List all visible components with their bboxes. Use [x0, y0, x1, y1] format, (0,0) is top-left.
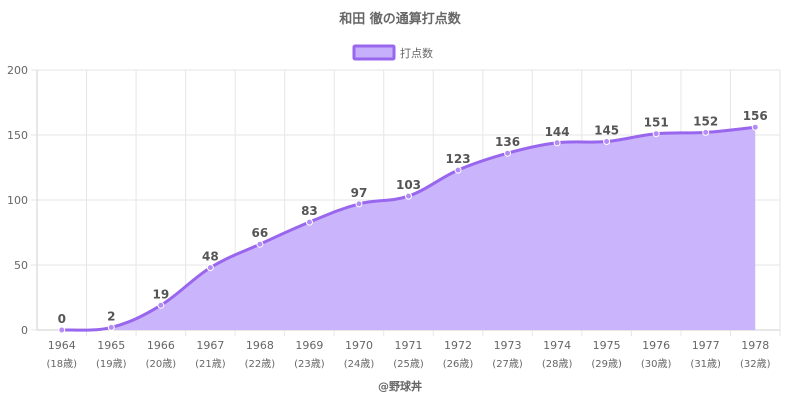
data-points — [58, 123, 759, 334]
data-point — [652, 130, 660, 138]
data-labels: 0 2 19 48 66 83 97 103 123 136 144 145 151 152 156 — [58, 109, 768, 326]
data-label: 152 — [693, 114, 718, 128]
data-point — [405, 192, 412, 200]
x-tick-sublabel: (26歳) — [443, 358, 474, 370]
data-point — [355, 200, 363, 208]
data-label: 0 — [58, 312, 66, 326]
data-label: 19 — [152, 287, 169, 301]
x-tick-label: 1968 — [246, 339, 274, 352]
x-tick-sublabel: (28歳) — [542, 358, 573, 370]
x-tick-sublabel: (30歳) — [641, 358, 672, 370]
x-tick-sublabel: (27歳) — [492, 358, 523, 370]
x-tick-label: 1973 — [494, 339, 522, 352]
data-point — [504, 149, 512, 157]
data-label: 145 — [594, 124, 619, 138]
data-label: 144 — [545, 125, 570, 139]
data-point — [702, 128, 710, 136]
x-tick-sublabel: (20歳) — [146, 358, 177, 370]
x-tick-sublabel: (25歳) — [393, 358, 424, 370]
data-point — [58, 326, 66, 334]
data-point — [305, 218, 313, 226]
data-point — [157, 301, 165, 309]
x-tick-label: 1964 — [48, 339, 76, 352]
x-tick-label: 1977 — [692, 339, 720, 352]
y-tick-label: 50 — [14, 259, 28, 272]
data-point — [256, 240, 264, 248]
x-tick-label: 1966 — [147, 339, 175, 352]
data-point — [454, 166, 462, 174]
credit-text: @野球丼 — [378, 379, 422, 393]
x-tick-sublabel: (23歳) — [294, 358, 325, 370]
legend[interactable]: 打点数 — [352, 44, 433, 61]
chart-title: 和田 徹の通算打点数 — [339, 11, 462, 27]
data-label: 66 — [252, 226, 269, 240]
legend-swatch — [352, 44, 396, 61]
x-tick-label: 1967 — [196, 339, 224, 352]
data-label: 2 — [107, 309, 115, 323]
x-tick-sublabel: (32歳) — [740, 358, 771, 370]
y-tick-label: 150 — [7, 129, 28, 142]
x-tick-sublabel: (19歳) — [96, 358, 127, 370]
y-tick-label: 0 — [21, 324, 28, 337]
data-label: 156 — [743, 109, 768, 123]
x-tick-sublabel: (18歳) — [47, 358, 78, 370]
data-label: 123 — [446, 152, 471, 166]
data-label: 83 — [301, 204, 318, 218]
y-tick-label: 200 — [7, 64, 28, 77]
x-tick-label: 1971 — [395, 339, 423, 352]
x-tick-label: 1974 — [543, 339, 571, 352]
data-label: 103 — [396, 178, 421, 192]
x-tick-label: 1969 — [295, 339, 323, 352]
x-tick-sublabel: (22歳) — [245, 358, 276, 370]
data-point — [751, 123, 759, 131]
data-point — [206, 264, 214, 272]
data-label: 97 — [351, 186, 368, 200]
x-tick-sublabel: (31歳) — [690, 358, 721, 370]
data-point — [107, 323, 115, 331]
data-label: 48 — [202, 250, 219, 264]
x-tick-label: 1978 — [741, 339, 769, 352]
legend-label: 打点数 — [400, 46, 433, 60]
data-point — [553, 139, 561, 147]
data-label: 151 — [644, 116, 669, 130]
data-point — [603, 138, 611, 145]
x-tick-label: 1972 — [444, 339, 472, 352]
x-tick-label: 1975 — [593, 339, 621, 352]
x-tick-label: 1965 — [97, 339, 125, 352]
series-fill — [61, 127, 756, 331]
data-label: 136 — [495, 135, 520, 149]
x-tick-sublabel: (21歳) — [195, 358, 226, 370]
x-tick-sublabel: (24歳) — [344, 358, 375, 370]
x-tick-sublabel: (29歳) — [591, 358, 622, 370]
x-tick-label: 1970 — [345, 339, 373, 352]
x-tick-label: 1976 — [642, 339, 670, 352]
y-tick-label: 100 — [7, 194, 28, 207]
x-axis: 1964 (18歳) 1965 (19歳) 1966 (20歳) 1967 (21歳) 1968… — [47, 339, 771, 370]
y-axis: 0 50 100 150 200 — [7, 64, 37, 337]
